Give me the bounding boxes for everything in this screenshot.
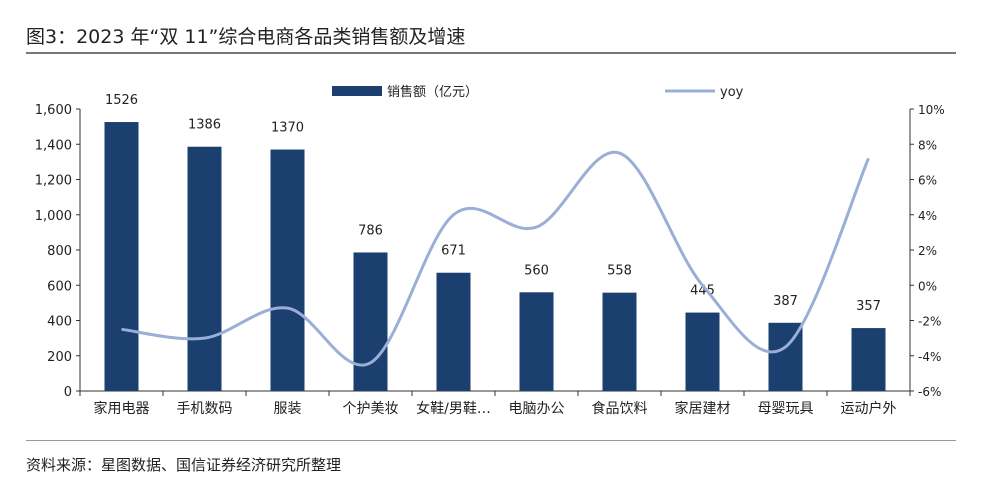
source-note: 资料来源：星图数据、国信证券经济研究所整理 xyxy=(26,456,342,474)
x-axis-category-label: 电脑办公 xyxy=(509,401,565,417)
bar xyxy=(436,272,471,391)
source-divider xyxy=(26,440,956,441)
x-axis-category-label: 个护美妆 xyxy=(343,401,399,417)
x-axis-category-label: 食品饮料 xyxy=(592,400,648,417)
left-axis-tick-label: 800 xyxy=(47,244,72,259)
x-axis-category-label: 运动户外 xyxy=(841,400,897,417)
right-axis-tick-label: -6% xyxy=(918,385,941,399)
left-axis-tick-label: 1,200 xyxy=(35,174,72,189)
left-axis-tick-label: 1,000 xyxy=(35,209,72,224)
right-axis-tick-label: 0% xyxy=(918,279,937,293)
bar xyxy=(602,292,637,391)
bar-data-label: 560 xyxy=(524,263,549,278)
bar-data-label: 671 xyxy=(441,244,466,259)
bar-data-label: 1526 xyxy=(105,93,138,108)
left-axis-tick-label: 0 xyxy=(64,385,72,400)
right-axis-tick-label: 2% xyxy=(918,244,937,258)
left-axis-tick-label: 600 xyxy=(47,279,72,294)
x-axis-category-label: 手机数码 xyxy=(177,401,233,417)
x-axis-category-label: 女鞋/男鞋… xyxy=(416,400,491,417)
bar xyxy=(519,292,554,391)
right-axis-tick-label: 8% xyxy=(918,138,937,152)
bar-data-label: 558 xyxy=(607,264,632,279)
title-divider xyxy=(26,52,956,54)
bar xyxy=(187,146,222,391)
bar-data-label: 786 xyxy=(358,223,383,238)
yoy-line xyxy=(121,150,870,367)
left-axis-tick-label: 1,600 xyxy=(35,103,72,118)
bar xyxy=(104,122,139,391)
figure-title: 图3：2023 年“双 11”综合电商各品类销售额及增速 xyxy=(26,26,466,48)
left-axis-tick-label: 400 xyxy=(47,315,72,330)
legend-line-label: yoy xyxy=(720,85,744,100)
right-axis-tick-label: 6% xyxy=(918,174,937,188)
right-axis-tick-label: -4% xyxy=(918,350,941,364)
bar-data-label: 387 xyxy=(773,294,798,309)
bar xyxy=(851,328,886,391)
x-axis-category-label: 家用电器 xyxy=(94,400,150,417)
x-axis-category-label: 家居建材 xyxy=(675,400,731,417)
right-axis-tick-label: 10% xyxy=(918,103,945,117)
right-axis-tick-label: 4% xyxy=(918,209,937,223)
legend-bar-swatch xyxy=(332,86,382,96)
x-axis-category-label: 母婴玩具 xyxy=(758,401,814,417)
right-axis-tick-label: -2% xyxy=(918,315,941,329)
bar xyxy=(685,312,720,391)
x-axis-category-label: 服装 xyxy=(274,401,302,417)
bar-data-label: 1370 xyxy=(271,121,304,136)
chart: 0 200 400 600 800 1,000 1,200 1,400 1,600 -6% -4% -… xyxy=(35,84,945,417)
left-axis-tick-label: 1,400 xyxy=(35,138,72,153)
left-axis-tick-label: 200 xyxy=(47,350,72,365)
bar-data-label: 357 xyxy=(856,299,881,314)
legend-bar-label: 销售额（亿元） xyxy=(387,84,478,100)
bar-data-label: 1386 xyxy=(188,118,221,133)
bar xyxy=(270,149,305,391)
bar xyxy=(353,252,388,391)
